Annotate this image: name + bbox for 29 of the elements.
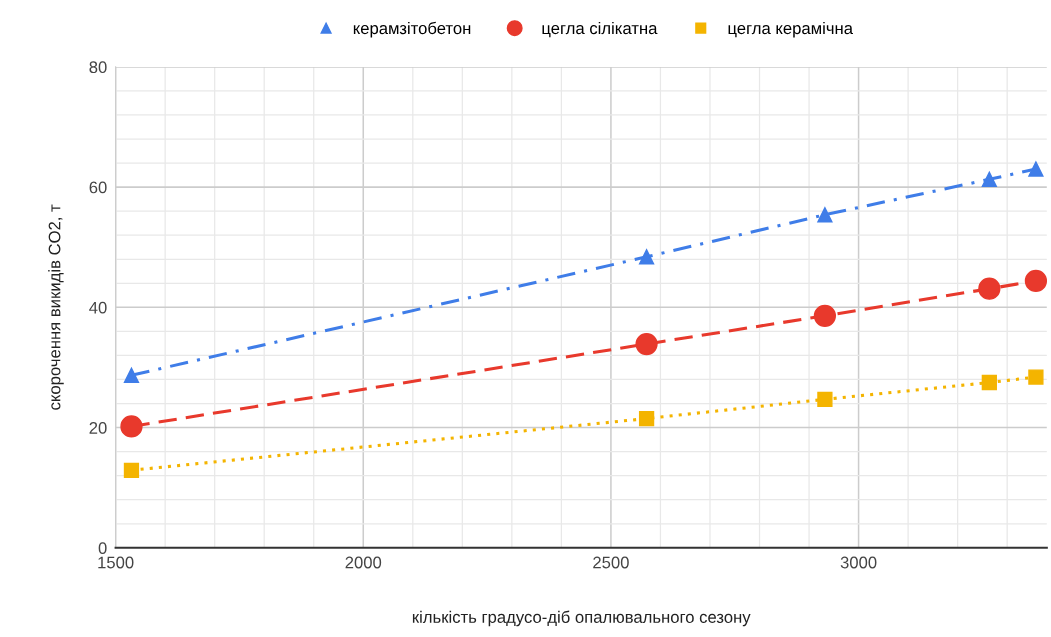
point — [1028, 161, 1044, 177]
legend-label: цегла керамічна — [728, 21, 853, 38]
y-axis-title: скорочення викидів CO2, т — [48, 204, 64, 410]
point — [635, 332, 658, 356]
y-tick-label: 60 — [89, 181, 107, 194]
point — [123, 462, 140, 478]
point — [813, 304, 837, 327]
x-tick-label: 2000 — [345, 556, 382, 569]
point — [817, 391, 833, 407]
point — [981, 374, 997, 391]
point — [817, 207, 833, 223]
legend-label: керамзітобетон — [353, 21, 471, 38]
point — [638, 249, 655, 265]
legend-label: цегла сілікатна — [542, 21, 658, 38]
point — [638, 410, 655, 427]
point — [1028, 369, 1044, 385]
point — [981, 171, 997, 187]
y-tick-label: 0 — [98, 542, 107, 555]
point — [120, 415, 143, 438]
y-tick-label: 80 — [89, 61, 107, 74]
y-tick-label: 40 — [89, 301, 107, 314]
x-tick-label: 2500 — [593, 556, 629, 569]
y-tick-label: 20 — [89, 421, 107, 434]
x-tick-label: 3000 — [840, 556, 877, 569]
point — [123, 367, 140, 383]
x-axis-title: кількість градусо-діб опалювального сезону — [412, 610, 751, 627]
x-tick-label: 1500 — [98, 556, 134, 569]
point — [1024, 269, 1048, 293]
point — [978, 277, 1001, 300]
